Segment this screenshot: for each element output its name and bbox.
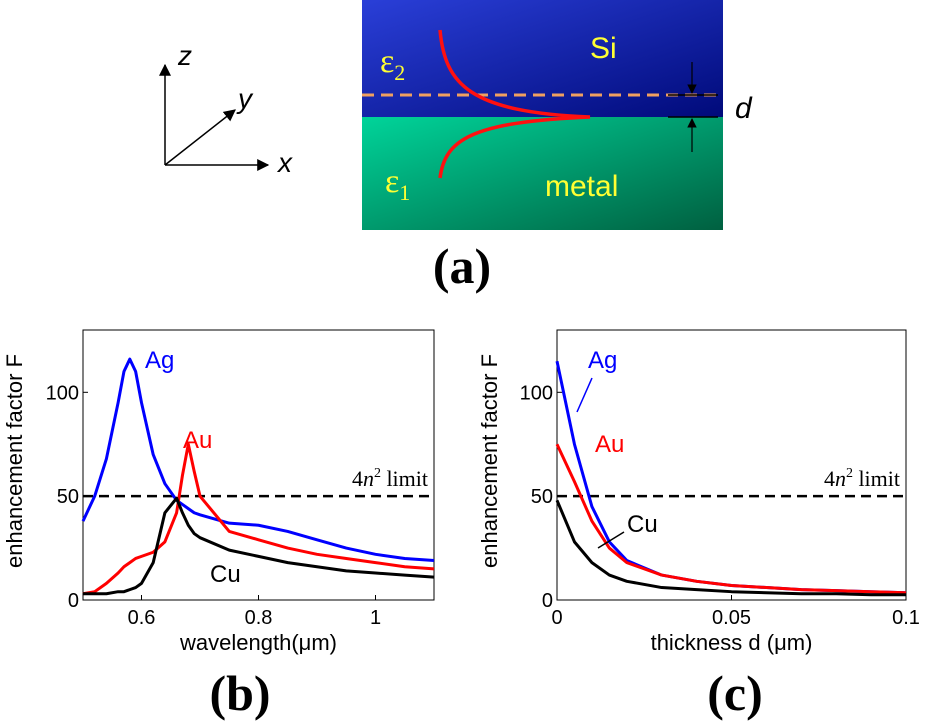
y-axis-label: enhancement factor F	[2, 354, 27, 568]
metal-layer	[362, 117, 723, 230]
y-axis-arrow	[165, 110, 235, 165]
metal-label: metal	[545, 170, 618, 203]
y-tick-label: 50	[531, 486, 553, 508]
y-tick-label: 0	[68, 590, 79, 612]
label-part: 4	[824, 466, 835, 491]
gap-label: d	[735, 92, 753, 125]
z-label: z	[177, 40, 192, 71]
x-tick-label: 0.8	[245, 607, 273, 629]
label-part: n	[835, 466, 846, 491]
reference-label: 4n2 limit	[352, 466, 428, 491]
y-tick-label: 100	[520, 382, 553, 404]
series-line	[83, 498, 434, 594]
reference-label: 4n2 limit	[824, 466, 900, 491]
diagram: z y x ε2 ε1 Si metal d (a)	[165, 0, 753, 294]
label-part: 4	[352, 466, 363, 491]
x-tick-label: 0.05	[712, 607, 751, 629]
label-part: 2	[374, 466, 381, 481]
y-tick-label: 100	[46, 382, 79, 404]
figure: z y x ε2 ε1 Si metal d (a) 0 50 100 0.6 0.8 1…	[0, 0, 925, 727]
chart: 0 50 100 0.6 0.8 1 wavelength(μm) enhancement f…	[2, 330, 434, 721]
label-part: 2	[846, 466, 853, 481]
si-label: Si	[590, 32, 617, 65]
label-leader	[577, 378, 592, 412]
y-label: y	[236, 83, 254, 114]
y-axis-label: enhancement factor F	[477, 354, 502, 568]
label-part: n	[363, 466, 374, 491]
series-line	[83, 359, 434, 560]
x-axis-label: wavelength(μm)	[179, 630, 337, 655]
x-tick-label: 1	[370, 607, 381, 629]
series-label: Ag	[588, 347, 617, 374]
x-tick-label: 0.1	[892, 607, 920, 629]
x-label: x	[276, 147, 293, 178]
panel-label: (a)	[433, 238, 491, 294]
series-label: Au	[595, 431, 624, 458]
label-part: limit	[381, 466, 428, 491]
series-label: Cu	[627, 511, 658, 538]
y-tick-label: 50	[57, 486, 79, 508]
series-label: Cu	[210, 561, 241, 588]
series-label: Au	[183, 427, 212, 454]
panel-label: (b)	[209, 665, 270, 721]
x-axis-label: thickness d (μm)	[651, 630, 813, 655]
silicon-layer	[362, 0, 723, 117]
x-tick-label: 0	[551, 607, 562, 629]
label-part: limit	[853, 466, 900, 491]
series-label: Ag	[145, 347, 174, 374]
panel-label: (c)	[707, 665, 763, 721]
x-tick-label: 0.6	[128, 607, 156, 629]
